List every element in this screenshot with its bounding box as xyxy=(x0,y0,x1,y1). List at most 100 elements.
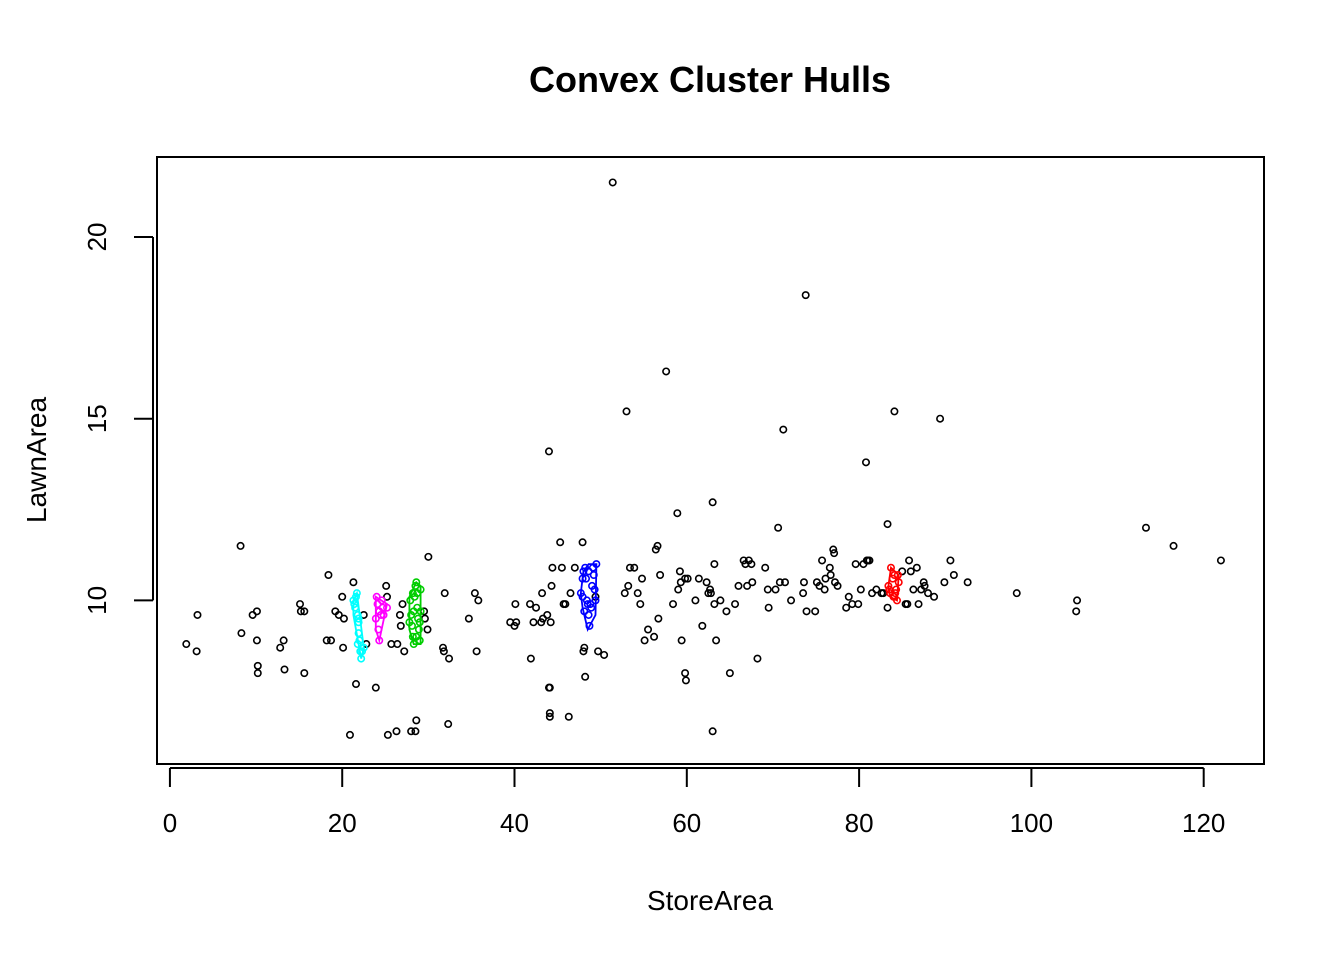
data-point xyxy=(349,578,358,587)
data-point xyxy=(883,520,892,529)
x-tick-label: 120 xyxy=(1182,808,1225,838)
data-point xyxy=(914,600,923,609)
cluster-point xyxy=(357,654,366,663)
data-point xyxy=(787,596,796,605)
data-point xyxy=(411,727,420,736)
data-point xyxy=(564,712,573,721)
data-point xyxy=(578,538,587,547)
data-point xyxy=(708,498,717,507)
data-point xyxy=(182,640,191,649)
cluster-point xyxy=(885,585,894,594)
data-point xyxy=(924,589,933,598)
data-point xyxy=(279,636,288,645)
data-point xyxy=(764,603,773,612)
data-point xyxy=(883,603,892,612)
data-point xyxy=(683,574,692,583)
cluster-point xyxy=(590,585,599,594)
data-point xyxy=(620,589,629,598)
data-point xyxy=(799,578,808,587)
x-tick-label: 40 xyxy=(500,808,529,838)
data-point xyxy=(763,585,772,594)
cluster-point xyxy=(353,610,362,619)
data-point xyxy=(725,669,734,678)
data-point xyxy=(566,589,575,598)
data-point xyxy=(407,727,416,736)
data-point xyxy=(474,596,483,605)
data-point xyxy=(865,556,874,565)
data-point xyxy=(398,600,407,609)
data-point xyxy=(276,643,285,652)
cluster-point xyxy=(580,607,589,616)
cluster-point xyxy=(884,581,893,590)
cluster-point xyxy=(358,647,367,656)
data-point xyxy=(395,610,404,619)
data-point xyxy=(851,560,860,569)
data-point xyxy=(731,600,740,609)
data-point xyxy=(1216,556,1225,565)
data-point xyxy=(543,610,552,619)
data-point xyxy=(702,578,711,587)
cluster-point xyxy=(379,610,388,619)
data-point xyxy=(526,654,535,663)
data-point xyxy=(826,570,835,579)
data-point xyxy=(909,585,918,594)
data-point xyxy=(526,600,535,609)
data-point xyxy=(662,367,671,376)
data-point xyxy=(300,607,309,616)
chart-title: Convex Cluster Hulls xyxy=(529,59,891,100)
data-point xyxy=(561,600,570,609)
data-point xyxy=(252,636,261,645)
data-point xyxy=(253,669,262,678)
data-point xyxy=(675,567,684,576)
data-point xyxy=(716,596,725,605)
data-point xyxy=(920,581,929,590)
cluster-point xyxy=(409,640,418,649)
data-point xyxy=(630,563,639,572)
data-point xyxy=(872,585,881,594)
data-point xyxy=(774,523,783,532)
data-point xyxy=(472,647,481,656)
cluster-point xyxy=(354,614,363,623)
data-point xyxy=(654,614,663,623)
data-point xyxy=(743,581,752,590)
data-point xyxy=(557,563,566,572)
cluster-point xyxy=(412,578,421,587)
data-point xyxy=(674,585,683,594)
data-point xyxy=(322,636,331,645)
x-tick-label: 0 xyxy=(163,808,177,838)
data-point xyxy=(830,549,839,558)
data-point xyxy=(636,600,645,609)
y-tick-label: 15 xyxy=(82,404,112,433)
data-point xyxy=(400,647,409,656)
data-point xyxy=(412,716,421,725)
data-point xyxy=(825,563,834,572)
cluster-point xyxy=(413,589,422,598)
cluster-point xyxy=(354,618,363,627)
data-point xyxy=(253,661,262,670)
data-point xyxy=(532,603,541,612)
data-point xyxy=(963,578,972,587)
data-point xyxy=(930,592,939,601)
data-point xyxy=(640,636,649,645)
data-point xyxy=(464,614,473,623)
data-point xyxy=(844,592,853,601)
data-point xyxy=(544,447,553,456)
data-point xyxy=(594,647,603,656)
cluster-point xyxy=(886,563,895,572)
data-point xyxy=(906,567,915,576)
data-point xyxy=(529,618,538,627)
cluster-point xyxy=(589,570,598,579)
cluster-point xyxy=(890,570,899,579)
data-point xyxy=(949,570,958,579)
cluster-point xyxy=(372,592,381,601)
cluster-point xyxy=(354,629,363,638)
data-point xyxy=(722,607,731,616)
plot-frame xyxy=(156,156,1265,765)
cluster-point xyxy=(414,625,423,634)
data-point xyxy=(712,636,721,645)
cluster-point xyxy=(408,589,417,598)
data-point xyxy=(779,425,788,434)
data-point xyxy=(625,563,634,572)
data-point xyxy=(691,596,700,605)
cluster-point xyxy=(592,560,601,569)
